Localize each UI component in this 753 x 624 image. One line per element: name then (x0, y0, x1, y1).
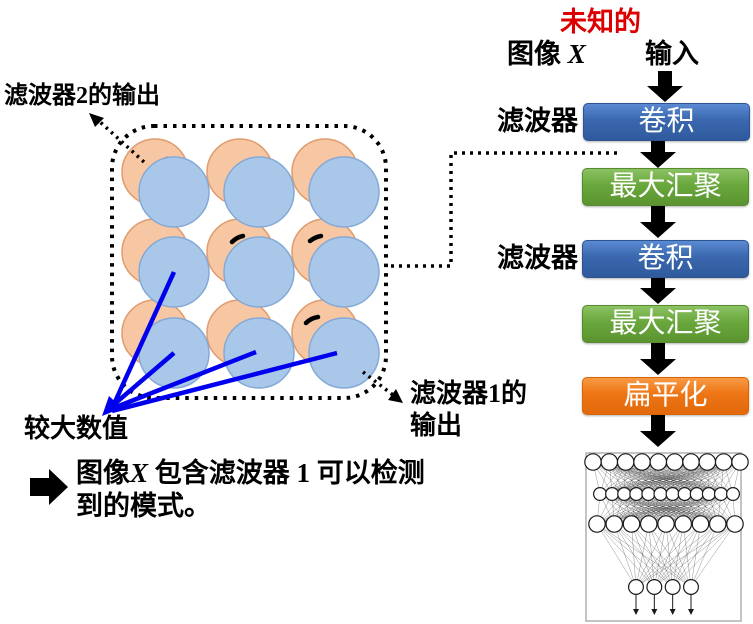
blue-circle (223, 156, 295, 228)
larger-values-label: 较大数值 (24, 414, 129, 443)
flow-arrow-down (640, 140, 676, 168)
blue-circle (308, 317, 380, 389)
filter-label-2: 滤波器 (497, 243, 578, 273)
flow-arrow-down (647, 71, 683, 102)
image-word: 图像 (507, 39, 561, 69)
unknown-label: 未知的 (560, 7, 641, 37)
pipeline-step-conv2: 卷积 (582, 240, 749, 278)
filter2-dotted-arrow (89, 113, 146, 164)
feature-map-dotted-frame (110, 124, 388, 400)
large-value-arrows (102, 271, 338, 416)
pipeline-step-maxpool2: 最大汇聚 (582, 305, 749, 343)
input-label: 输入 (645, 39, 699, 69)
conclusion-line2: 到的模式。 (76, 491, 211, 521)
filter1-output-label: 滤波器1的 输出 (410, 379, 528, 440)
pipeline-step-flatten: 扁平化 (582, 377, 749, 415)
flow-arrow-down (640, 342, 676, 375)
flow-arrow-down (640, 205, 676, 238)
blue-circle (223, 236, 295, 308)
conclusion-arrow-icon (30, 469, 68, 505)
pipeline-step-maxpool1: 最大汇聚 (582, 168, 749, 206)
flow-arrow-down (640, 414, 676, 447)
image-x-label: 图像 X (507, 38, 586, 70)
filter-label-1: 滤波器 (497, 106, 578, 136)
x-variable: X (130, 458, 149, 488)
neural-network-diagram (584, 453, 749, 615)
blue-circle (308, 156, 380, 228)
blue-circle (138, 156, 210, 228)
filter1-dotted-arrow (361, 370, 403, 403)
blue-arrowhead (102, 396, 122, 416)
filter2-output-label: 滤波器2的输出 (4, 83, 160, 109)
x-variable: X (567, 39, 586, 69)
pipeline-flow-arrows (640, 71, 683, 447)
pipeline-step-conv1: 卷积 (583, 103, 750, 141)
blue-circle (308, 236, 380, 308)
conclusion-line1: 图像X 包含滤波器 1 可以检测 (76, 458, 425, 488)
conv1-output-dotted-connector (387, 151, 617, 268)
flow-arrow-down (640, 277, 676, 304)
conclusion-text: 图像X 包含滤波器 1 可以检测 到的模式。 (76, 457, 425, 523)
